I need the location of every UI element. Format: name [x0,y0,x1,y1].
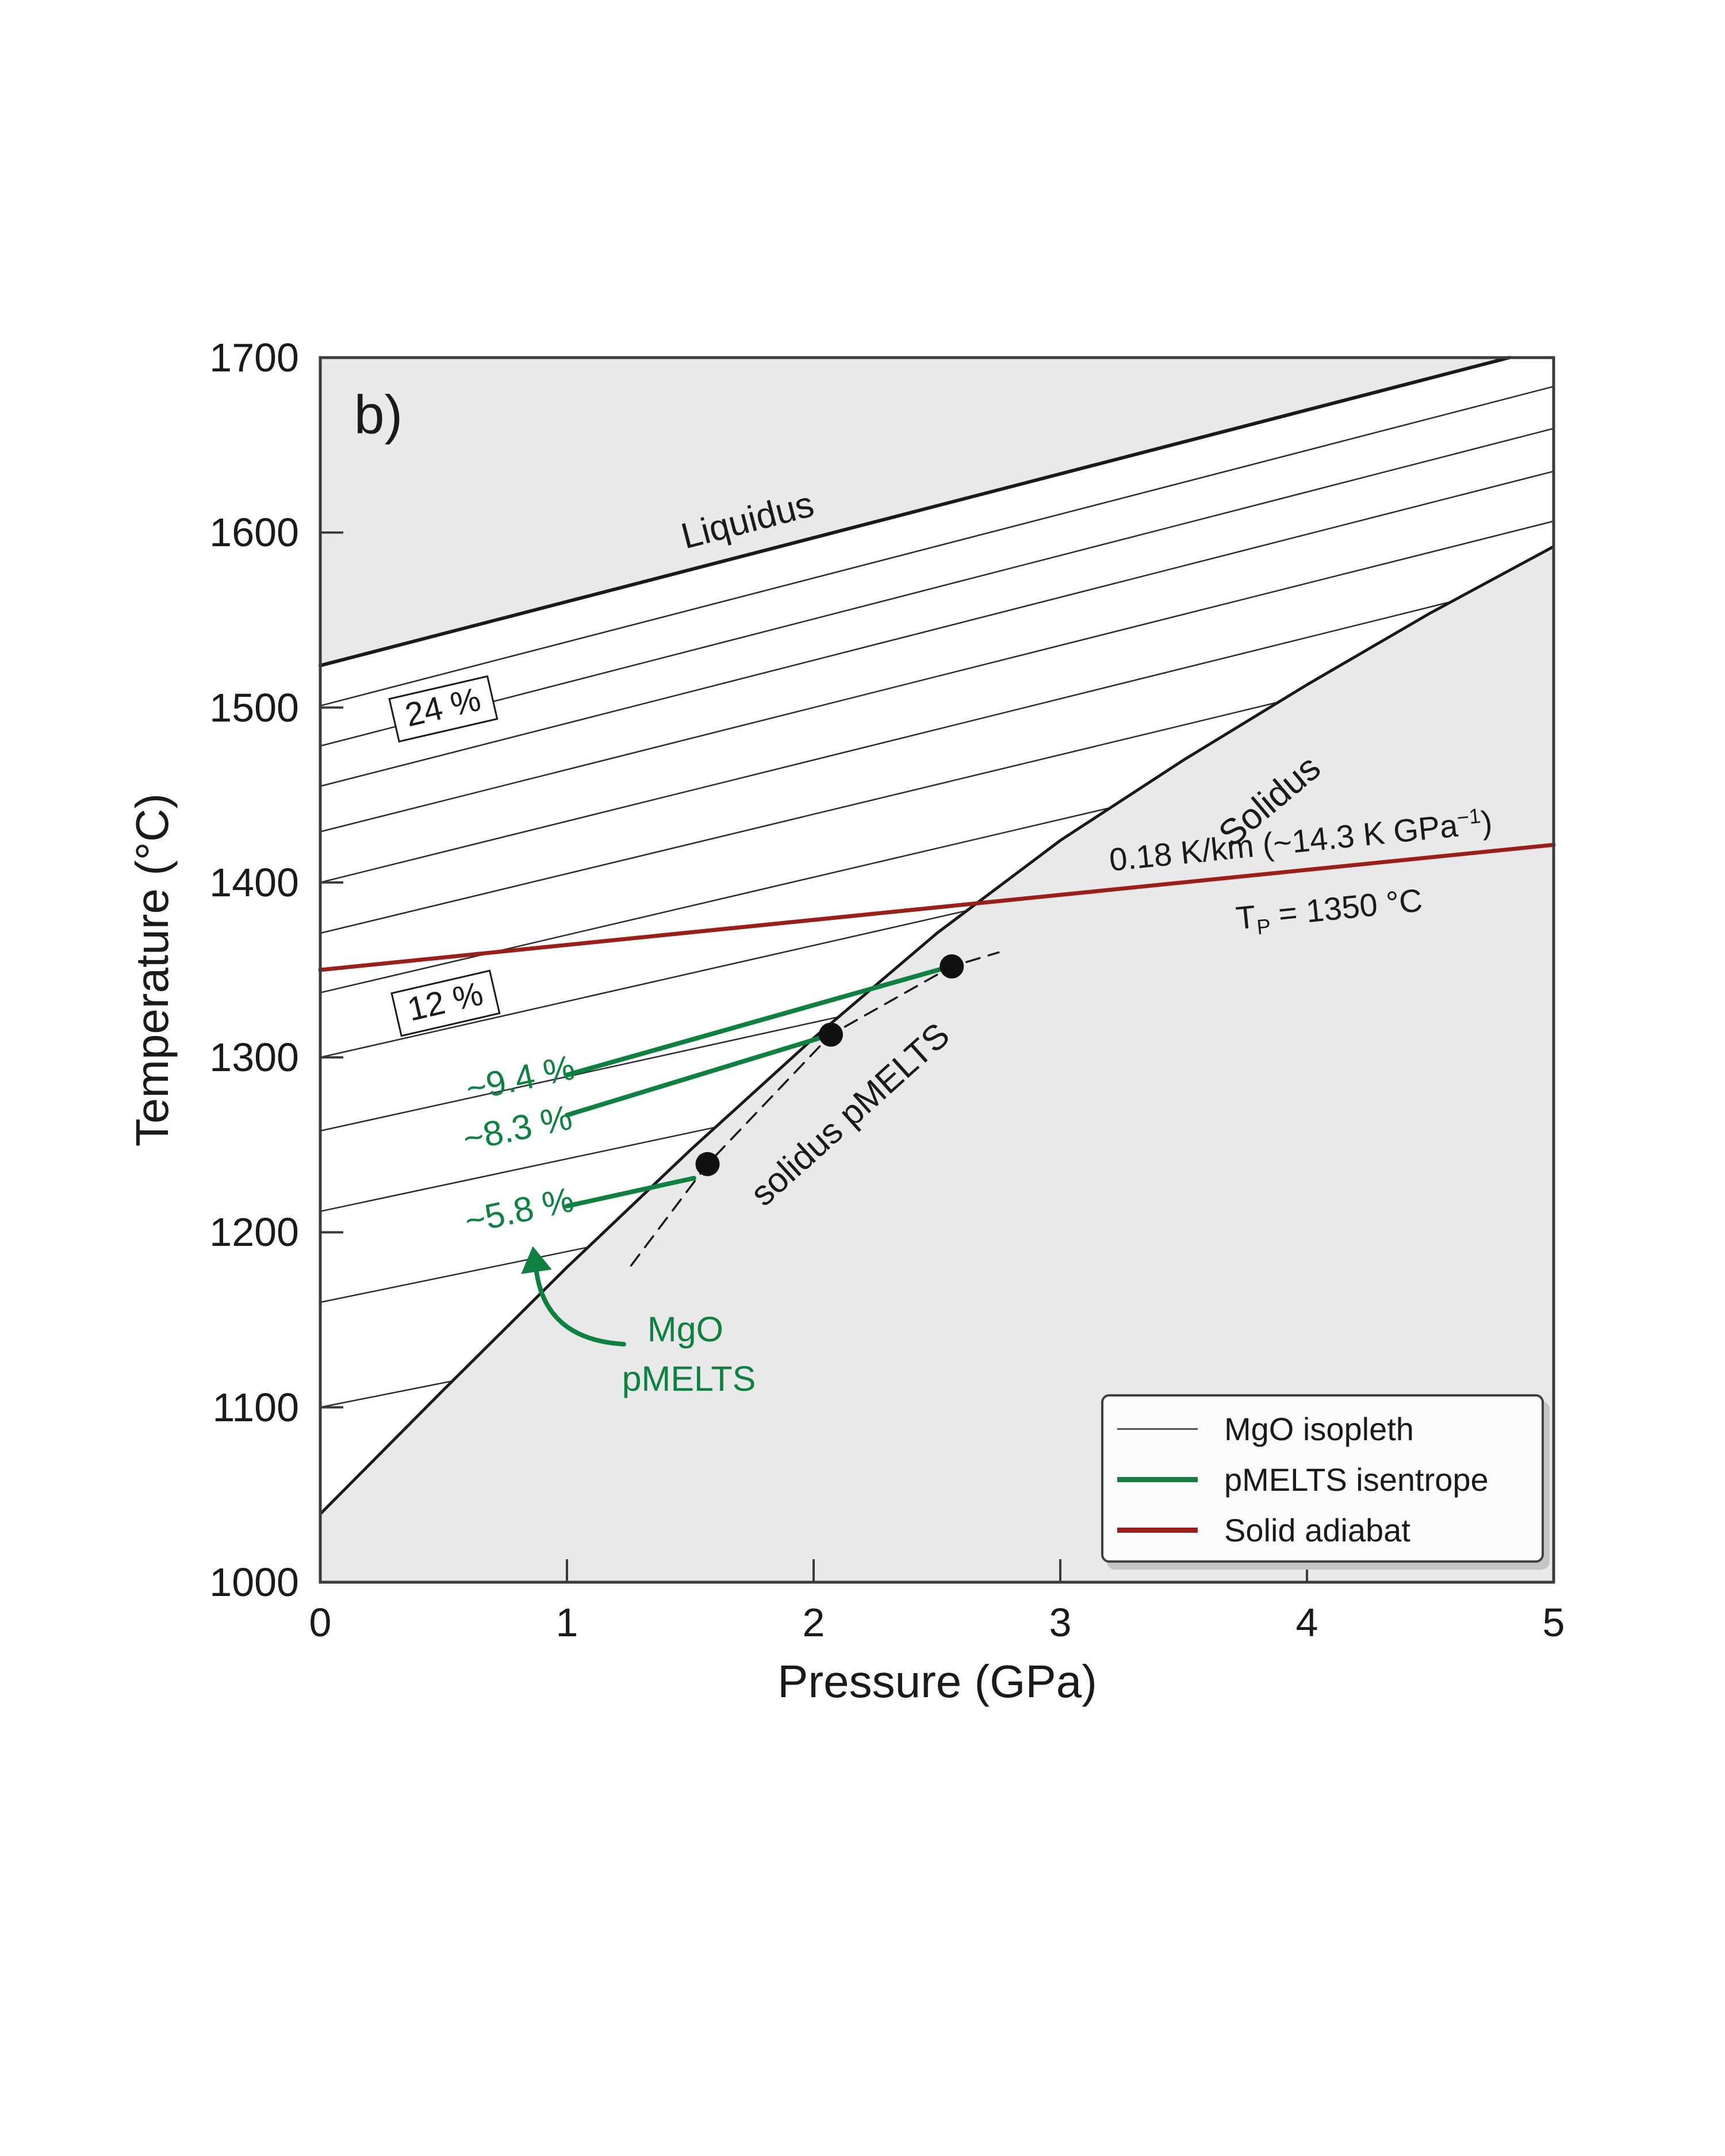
legend-sample-isentrope-line [1117,1476,1198,1482]
mgo-pmelts-label-line2: pMELTS [622,1359,756,1398]
tp-symbol: T [1234,898,1258,937]
legend-label-isentrope: pMELTS isentrope [1224,1461,1489,1498]
legend-label-isopleth: MgO isopleth [1224,1410,1414,1447]
adiabat-gradient-sup: −1 [1455,803,1482,830]
legend-row-solid-adiabat: Solid adiabat [1117,1505,1542,1555]
legend: MgO isopleth pMELTS isentrope Solid adia… [1101,1394,1544,1563]
legend-sample-isopleth-line [1117,1428,1198,1430]
legend-sample-adiabat-line [1117,1527,1198,1533]
legend-label-adiabat: Solid adiabat [1224,1511,1410,1548]
legend-row-mgo-isopleth: MgO isopleth [1117,1403,1542,1454]
x-axis-title: Pressure (GPa) [777,1656,1097,1707]
panel-label: b) [354,384,403,446]
mgo-pmelts-label-line1: MgO [647,1310,724,1349]
legend-row-pmelts-isentrope: pMELTS isentrope [1117,1454,1542,1505]
y-axis-title: Temperature (°C) [126,793,178,1147]
